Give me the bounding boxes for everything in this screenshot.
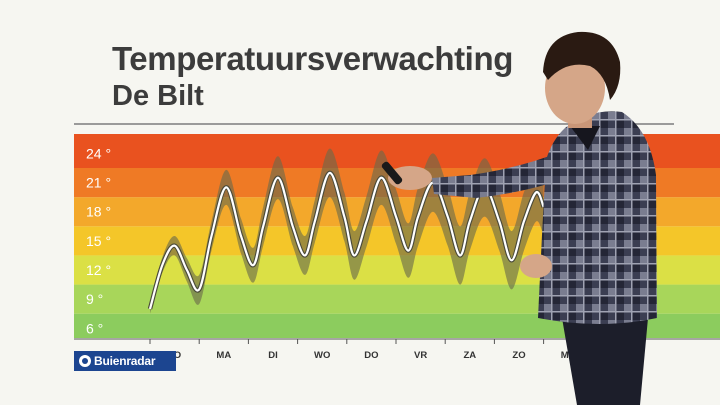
presenter-jacket [538, 111, 657, 324]
clicker-remote [381, 161, 403, 185]
x-tick-label: ZO [512, 350, 525, 361]
presenter-hair [543, 31, 621, 100]
y-tick-label: 24 ° [86, 145, 111, 161]
x-tick-label: ZA [463, 350, 476, 361]
buienradar-logo-icon [79, 355, 91, 367]
title-divider [74, 123, 674, 125]
y-tick-label: 18 ° [86, 204, 111, 220]
x-tick-label: MA [216, 350, 231, 361]
chart-title-line-2: De Bilt [112, 80, 204, 112]
chart-title-line-1: Temperatuursverwachting [112, 40, 513, 77]
y-tick-label: 15 ° [86, 233, 111, 249]
presenter-hand [388, 166, 432, 190]
x-tick-label: VR [414, 350, 427, 361]
chart-title: Temperatuursverwachting De Bilt [112, 42, 513, 111]
x-tick-label: DI [268, 350, 278, 361]
x-tick-label: WO [314, 350, 330, 361]
y-tick-label: 9 ° [86, 291, 103, 307]
presenter-shirt [570, 126, 600, 150]
x-tick-label: MA [561, 350, 576, 361]
y-tick-label: 6 ° [86, 320, 103, 336]
presenter-trousers [562, 318, 648, 405]
y-tick-label: 12 ° [86, 262, 111, 278]
presenter-head [545, 52, 605, 124]
buienradar-logo-text: Buienradar [94, 354, 156, 368]
y-axis-labels: 6 ° 9 ° 12 ° 15 ° 18 ° 21 ° 24 ° [86, 145, 111, 336]
y-tick-label: 21 ° [86, 175, 111, 191]
presenter-lower-hand [520, 254, 552, 278]
buienradar-logo: Buienradar [74, 351, 176, 371]
presenter-pointing-arm [432, 152, 566, 198]
x-tick-label: DO [364, 350, 378, 361]
